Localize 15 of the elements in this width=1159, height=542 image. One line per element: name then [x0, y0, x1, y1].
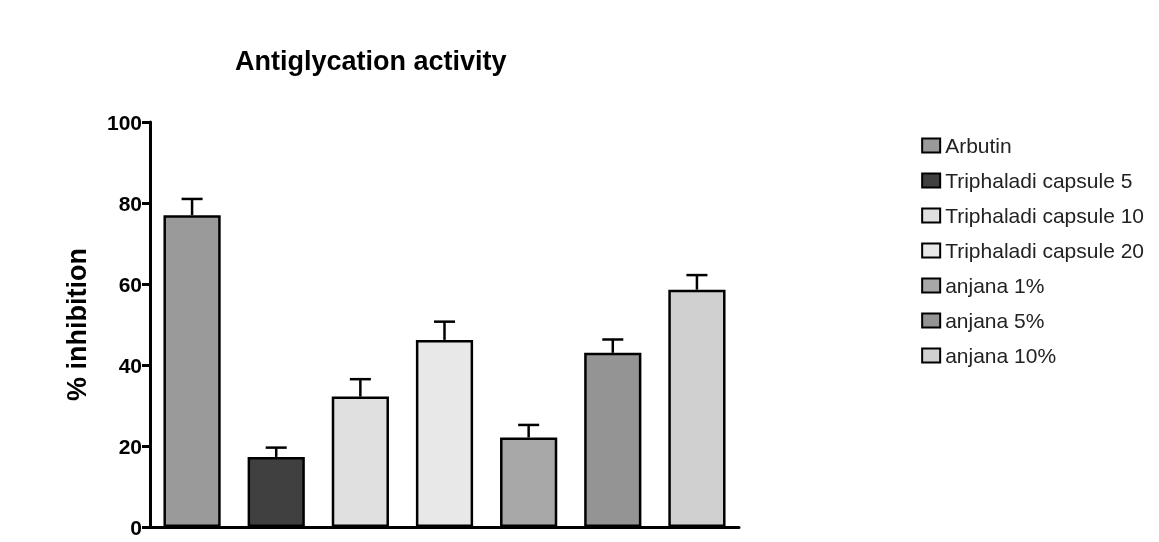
y-tick-label: 100	[106, 110, 142, 134]
legend-label: Triphaladi capsule 20	[945, 239, 1144, 262]
y-tick-label: 80	[118, 191, 142, 215]
y-tick-label: 20	[118, 434, 142, 458]
legend-label: Triphaladi capsule 5	[945, 169, 1133, 192]
legend-label: anjana 1%	[945, 274, 1045, 297]
legend-label: anjana 10%	[945, 344, 1057, 367]
legend-label: Triphaladi capsule 10	[945, 204, 1144, 227]
legend-label: Arbutin	[945, 134, 1012, 157]
chart-title: Antiglycation activity	[235, 45, 507, 76]
y-axis-title: % inhibition	[61, 248, 92, 401]
y-tick-label: 60	[118, 272, 142, 296]
legend-label: anjana 5%	[945, 309, 1045, 332]
y-tick-label: 40	[118, 353, 142, 377]
y-tick-label: 0	[130, 515, 142, 539]
